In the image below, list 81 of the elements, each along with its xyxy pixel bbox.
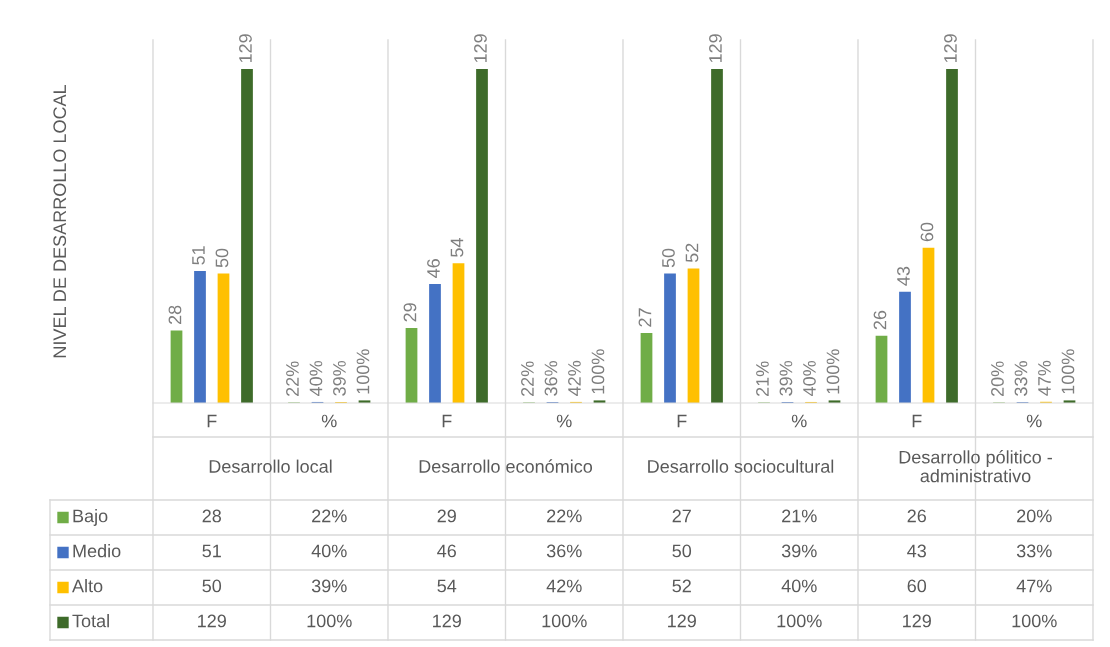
text: 129 <box>709 34 722 63</box>
data-label: 26 <box>907 509 926 523</box>
text: 52 <box>685 243 699 263</box>
data-label: 22% <box>547 509 582 523</box>
data-label: 129 <box>198 614 226 628</box>
data-label: 60 <box>907 579 927 593</box>
y-axis-title: NIVEL DE DESARROLLO LOCAL <box>53 84 67 358</box>
text: 22% <box>286 361 299 396</box>
legend-label: Medio <box>73 544 121 558</box>
text: 129 <box>239 34 252 63</box>
text: 100% <box>1061 349 1075 394</box>
text: 50 <box>662 248 675 268</box>
text: 60 <box>920 222 934 242</box>
text: 129 <box>474 34 487 63</box>
data-label: 100% <box>777 614 822 628</box>
text: 100% <box>591 349 605 394</box>
data-label: 100% <box>1012 614 1057 628</box>
text: 47% <box>1038 360 1051 396</box>
legend-label: Total <box>72 614 109 628</box>
data-label: 100% <box>542 614 587 628</box>
text: 28 <box>168 305 182 325</box>
text: 39% <box>779 360 793 396</box>
data-label: 54 <box>437 579 457 593</box>
text: 29 <box>403 303 417 322</box>
data-label: 22% <box>312 509 347 523</box>
data-label: 47% <box>1016 579 1052 593</box>
data-label: 51 <box>202 544 221 558</box>
x-tick-label: F <box>912 414 922 428</box>
text: 20% <box>991 361 1004 397</box>
data-label: 50 <box>202 579 222 593</box>
text: 100% <box>356 349 370 394</box>
data-label: 39% <box>311 579 347 593</box>
text: 36% <box>544 361 558 396</box>
text: 100% <box>826 349 840 394</box>
text: 46 <box>427 259 440 278</box>
text: 26 <box>873 310 887 330</box>
text: 33% <box>1014 361 1028 396</box>
text: 40% <box>309 360 323 396</box>
data-label: 43 <box>907 544 926 558</box>
data-label: 50 <box>672 544 692 558</box>
x-tick-label: F <box>677 414 687 428</box>
data-label: 46 <box>437 544 456 558</box>
data-label: 36% <box>546 544 582 558</box>
text: 27 <box>638 308 652 327</box>
text: Desarrollo pólitico - administrativo <box>899 450 1052 483</box>
text: 51 <box>192 246 205 265</box>
data-label: 40% <box>311 544 347 558</box>
x-tick-label: F <box>207 414 217 428</box>
x-tick-label: % <box>556 414 572 428</box>
x-tick-label: F <box>442 414 452 428</box>
x-tick-label: % <box>791 414 807 428</box>
text: Desarrollo local <box>209 459 332 473</box>
data-label: 20% <box>1017 509 1052 523</box>
text: 50 <box>215 248 229 268</box>
legend-label: Bajo <box>73 509 108 526</box>
x-tick-label: % <box>1026 414 1042 428</box>
text: 129 <box>944 34 957 63</box>
text: 39% <box>333 360 346 396</box>
data-label: 40% <box>781 579 817 593</box>
text: Desarrollo económico <box>419 459 593 473</box>
text: 21% <box>756 361 769 396</box>
data-label: 129 <box>903 614 931 628</box>
data-label: 21% <box>782 509 817 523</box>
text: 40% <box>803 360 816 396</box>
text: 43 <box>897 266 910 286</box>
data-label: 42% <box>546 579 582 593</box>
data-label: 29 <box>437 509 456 523</box>
data-label: 27 <box>672 509 691 523</box>
data-label: 28 <box>202 509 222 523</box>
text: 42% <box>568 360 581 396</box>
data-label: 39% <box>781 544 817 558</box>
data-label: 100% <box>307 614 352 628</box>
text: Desarrollo sociocultural <box>648 459 834 473</box>
data-label: 52 <box>672 579 691 593</box>
data-label: 33% <box>1016 544 1052 558</box>
data-label: 129 <box>433 614 461 628</box>
text: 22% <box>521 361 534 396</box>
legend-label: Alto <box>72 579 103 593</box>
x-tick-label: % <box>321 414 337 428</box>
text: 54 <box>450 238 464 257</box>
data-label: 129 <box>668 614 696 628</box>
